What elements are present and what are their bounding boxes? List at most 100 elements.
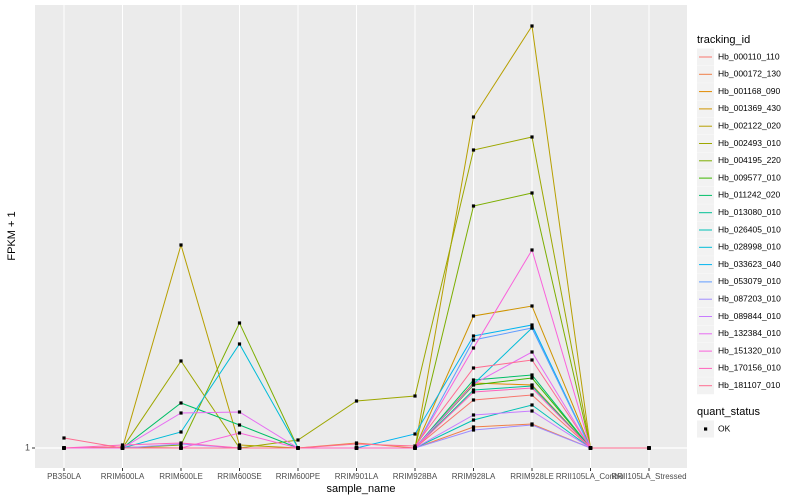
data-point xyxy=(471,390,476,394)
legend-label: Hb_089844_010 xyxy=(718,311,781,321)
data-point xyxy=(530,191,534,195)
data-point xyxy=(530,373,534,377)
legend-label: Hb_151320_010 xyxy=(718,345,781,355)
x-tick-label: RRIM600PE xyxy=(276,472,320,481)
y-axis-label: FPKM + 1 xyxy=(6,211,18,260)
data-point xyxy=(471,425,476,429)
data-point xyxy=(471,338,476,342)
data-point xyxy=(237,342,242,346)
x-tick-label: RRIM600LA xyxy=(101,472,145,481)
x-tick-label: RRIM928BA xyxy=(393,472,438,481)
legend-label: Hb_033623_040 xyxy=(718,259,781,269)
data-point xyxy=(588,446,593,450)
data-point xyxy=(647,446,651,450)
legend-label: Hb_001168_090 xyxy=(718,86,781,96)
data-point xyxy=(471,314,476,318)
data-point xyxy=(179,401,183,405)
data-point xyxy=(296,438,300,442)
data-point xyxy=(413,394,417,398)
legend-label: Hb_013080_010 xyxy=(718,207,781,217)
data-point xyxy=(530,326,534,330)
data-point xyxy=(237,321,242,325)
data-point xyxy=(471,398,476,402)
data-point xyxy=(471,388,476,392)
legend-label: Hb_132384_010 xyxy=(718,328,781,338)
data-point xyxy=(471,346,476,350)
data-point xyxy=(237,431,242,435)
legend-label: Hb_002122_020 xyxy=(718,120,781,130)
legend-label: Hb_009577_010 xyxy=(718,172,781,182)
legend-shape xyxy=(704,427,708,431)
shape-legend-title: quant_status xyxy=(697,406,760,418)
data-point xyxy=(179,411,183,415)
data-point xyxy=(530,304,534,308)
data-point xyxy=(62,436,66,440)
data-point xyxy=(237,443,242,447)
data-point xyxy=(471,382,476,386)
data-point xyxy=(179,359,183,363)
legend-label: Hb_000172_130 xyxy=(718,69,781,79)
x-tick-label: RRIM928LA xyxy=(452,472,496,481)
data-point xyxy=(530,24,534,28)
data-point xyxy=(530,384,534,388)
data-point xyxy=(413,444,417,448)
data-point xyxy=(530,248,534,252)
legend-label: Hb_087203_010 xyxy=(718,293,781,303)
legend-label: Hb_004195_220 xyxy=(718,155,781,165)
data-point xyxy=(530,403,534,407)
x-tick-label: RRIM600SE xyxy=(217,472,261,481)
data-point xyxy=(471,148,476,152)
data-point xyxy=(471,366,476,370)
legend-label: Hb_000110_110 xyxy=(718,51,780,61)
data-point xyxy=(354,446,359,450)
legend-label: Hb_026405_010 xyxy=(718,224,781,234)
legend-label: Hb_028998_010 xyxy=(718,242,781,252)
x-tick-label: PB350LA xyxy=(47,472,81,481)
data-point xyxy=(530,135,534,139)
data-point xyxy=(530,393,534,397)
legend-label: Hb_053079_010 xyxy=(718,276,781,286)
x-tick-label: RRII105LA_Stressed xyxy=(611,472,686,481)
data-point xyxy=(530,350,534,354)
x-tick-label: RRIM600LE xyxy=(159,472,203,481)
data-point xyxy=(471,115,476,119)
legend-label: Hb_170156_010 xyxy=(718,363,781,373)
data-point xyxy=(179,441,183,445)
x-axis-label: sample_name xyxy=(326,483,395,495)
data-point xyxy=(237,446,242,450)
data-point xyxy=(530,323,534,327)
x-tick-label: RRIM928LE xyxy=(510,472,554,481)
data-point xyxy=(413,446,417,450)
data-point xyxy=(530,376,534,380)
data-point xyxy=(471,378,476,382)
data-point xyxy=(120,443,125,447)
data-point xyxy=(354,442,359,446)
data-point xyxy=(413,432,417,436)
data-point xyxy=(530,386,534,390)
data-point xyxy=(471,204,476,208)
legend-label: OK xyxy=(718,423,731,433)
panel xyxy=(35,5,687,468)
data-point xyxy=(530,423,534,427)
data-point xyxy=(237,410,242,414)
legend-label: Hb_181107_010 xyxy=(718,380,781,390)
data-point xyxy=(120,446,125,450)
data-point xyxy=(530,358,534,362)
data-point xyxy=(354,399,359,403)
y-tick-label: 1 xyxy=(25,442,30,452)
data-point xyxy=(62,446,66,450)
data-point xyxy=(179,446,183,450)
data-point xyxy=(471,413,476,417)
legend-label: Hb_011242_020 xyxy=(718,190,781,200)
legend-title: tracking_id xyxy=(697,34,750,46)
data-point xyxy=(237,423,242,427)
legend-label: Hb_001369_430 xyxy=(718,103,781,113)
data-point xyxy=(179,430,183,434)
x-tick-label: RRII105LA_Control xyxy=(556,472,626,481)
legend-label: Hb_002493_010 xyxy=(718,138,781,148)
data-point xyxy=(471,428,476,432)
data-point xyxy=(296,446,300,450)
data-point xyxy=(471,334,476,338)
data-point xyxy=(471,418,476,422)
